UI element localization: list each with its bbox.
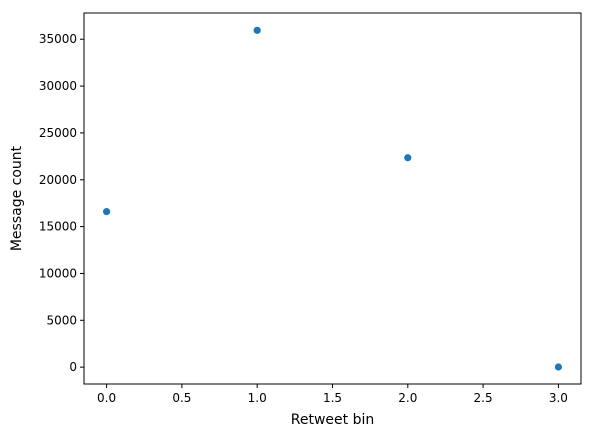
y-tick-label: 20000 (39, 173, 77, 187)
x-tick-label: 0.5 (172, 391, 191, 405)
y-tick-label: 15000 (39, 220, 77, 234)
y-tick-label: 25000 (39, 126, 77, 140)
y-axis-label: Message count (9, 145, 25, 251)
x-tick-label: 1.0 (248, 391, 267, 405)
y-tick-label: 35000 (39, 32, 77, 46)
y-tick-label: 30000 (39, 79, 77, 93)
x-tick-label: 2.5 (474, 391, 493, 405)
x-tick-label: 3.0 (549, 391, 568, 405)
data-point (554, 363, 563, 371)
data-point (102, 208, 111, 216)
x-axis-label: Retweet bin (291, 412, 374, 428)
data-points (102, 26, 563, 371)
x-tick-label: 1.5 (323, 391, 342, 405)
y-axis: 0 5000 10000 15000 20000 25000 30000 35000 (39, 32, 84, 374)
x-tick-label: 2.0 (398, 391, 417, 405)
x-tick-label: 0.0 (97, 391, 116, 405)
plot-frame (83, 12, 582, 385)
y-tick-label: 5000 (46, 313, 77, 327)
y-tick-label: 0 (69, 360, 77, 374)
y-tick-label: 10000 (39, 266, 77, 280)
data-point (404, 154, 412, 162)
data-point (253, 26, 261, 34)
x-axis: 0.0 0.5 1.0 1.5 2.0 2.5 3.0 (97, 384, 568, 405)
